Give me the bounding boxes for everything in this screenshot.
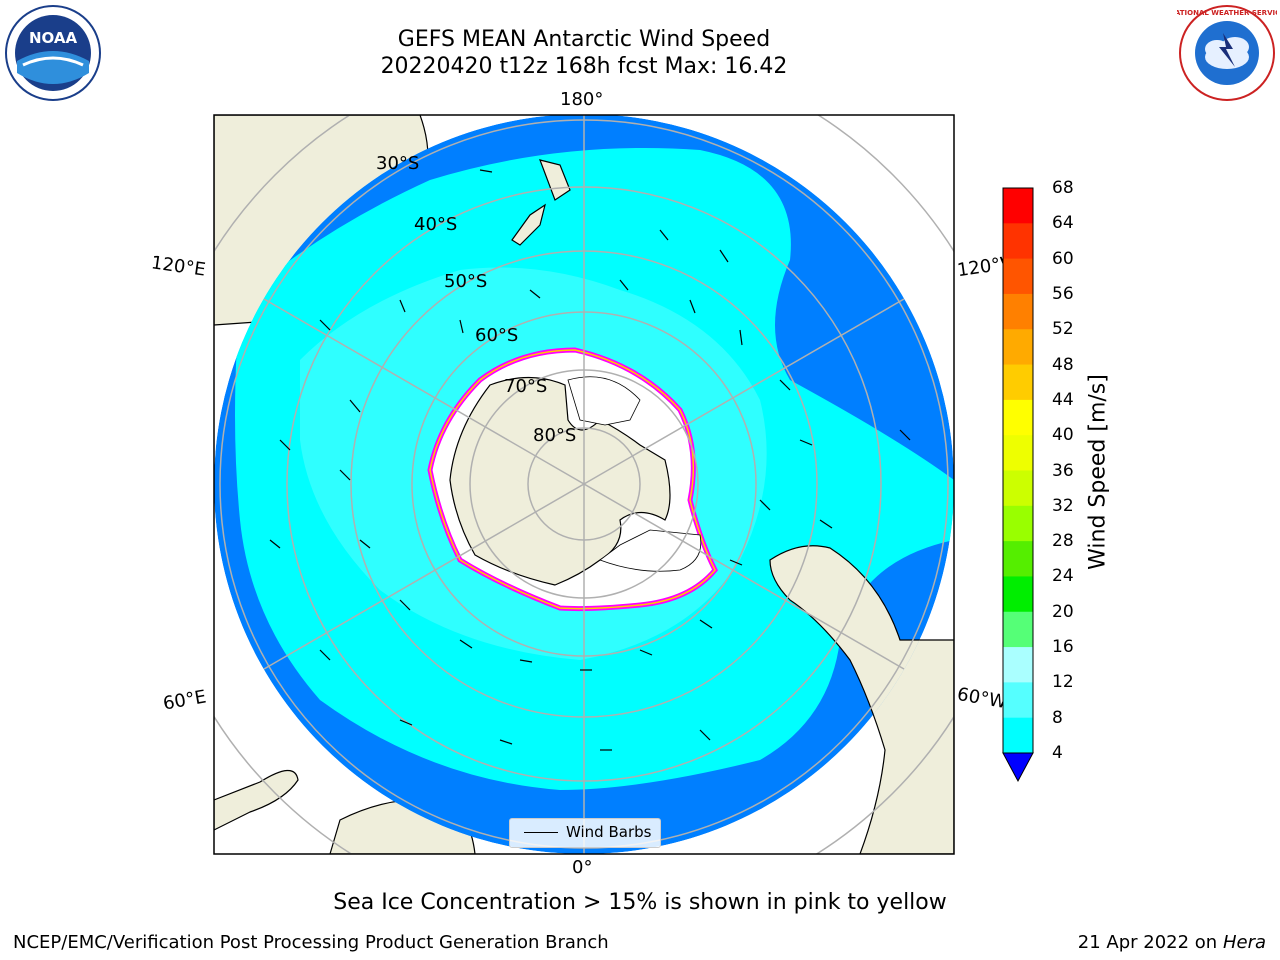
footer-date: 21 Apr 2022 on Hera — [1078, 932, 1266, 953]
colorbar-segment — [1003, 647, 1033, 683]
lat-label-80s: 80°S — [533, 425, 577, 446]
colorbar-segment — [1003, 223, 1033, 260]
colorbar-tick-label: 48 — [1052, 354, 1074, 375]
colorbar-segment — [1003, 435, 1033, 471]
colorbar-tick-label: 68 — [1052, 178, 1074, 198]
colorbar-tick-label: 36 — [1052, 460, 1074, 481]
colorbar-segment — [1003, 717, 1033, 754]
colorbar-tick-label: 8 — [1052, 707, 1063, 728]
lat-label-30s: 30°S — [376, 153, 420, 174]
lat-label-70s: 70°S — [504, 376, 548, 397]
colorbar-tick-label: 24 — [1052, 566, 1074, 587]
colorbar-segment — [1003, 505, 1033, 542]
colorbar-tick-label: 40 — [1052, 425, 1074, 446]
colorbar-tick-label: 52 — [1052, 319, 1074, 340]
ross-ice-shelf — [567, 376, 641, 426]
svg-text:NATIONAL WEATHER SERVICE: NATIONAL WEATHER SERVICE — [1177, 9, 1277, 17]
noaa-logo-icon: NOAA — [5, 5, 101, 101]
sea-ice-caption: Sea Ice Concentration > 15% is shown in … — [333, 890, 947, 915]
africa-land — [214, 769, 299, 831]
chart-title: GEFS MEAN Antarctic Wind Speed — [397, 27, 771, 52]
colorbar-segment — [1003, 399, 1033, 436]
lon-label-180: 180° — [560, 89, 604, 110]
chart-subtitle: 20220420 t12z 168h fcst Max: 16.42 — [380, 54, 788, 79]
footer-host: Hera — [1222, 932, 1266, 953]
colorbar-tick-label: 16 — [1052, 637, 1074, 658]
colorbar-tick-label: 12 — [1052, 672, 1074, 693]
new-zealand-land — [511, 159, 571, 246]
wind-barbs-legend: Wind Barbs — [509, 818, 661, 848]
colorbar-segment — [1003, 541, 1033, 577]
colorbar-segment — [1003, 470, 1033, 507]
colorbar-title: Wind Speed [m/s] — [1085, 374, 1111, 570]
colorbar-tick-label: 20 — [1052, 601, 1074, 622]
colorbar-segment — [1003, 576, 1033, 613]
graticule — [214, 115, 954, 854]
ronne-ice-shelf — [599, 529, 702, 572]
antarctica-land — [449, 376, 671, 586]
lat-label-60s: 60°S — [475, 325, 519, 346]
svg-text:NOAA: NOAA — [29, 29, 78, 47]
colorbar-tick-label: 28 — [1052, 531, 1074, 552]
lon-label-0: 0° — [572, 857, 593, 878]
colorbar-segment — [1003, 188, 1033, 224]
colorbar-tick-label: 32 — [1052, 495, 1074, 516]
colorbar — [1002, 187, 1034, 783]
colorbar-segment — [1003, 329, 1033, 366]
wind-barbs — [269, 169, 911, 751]
lat-label-50s: 50°S — [444, 271, 488, 292]
map-frame — [213, 114, 955, 855]
colorbar-tick-label: 56 — [1052, 283, 1074, 304]
nws-logo-icon: NATIONAL WEATHER SERVICE — [1177, 5, 1277, 101]
footer-branch: NCEP/EMC/Verification Post Processing Pr… — [13, 932, 609, 953]
legend-line-icon — [524, 832, 558, 833]
colorbar-tick-label: 44 — [1052, 389, 1074, 410]
colorbar-segment — [1003, 364, 1033, 401]
colorbar-tick-label: 60 — [1052, 248, 1074, 269]
legend-label: Wind Barbs — [566, 823, 652, 841]
footer-date-text: 21 Apr 2022 on — [1077, 932, 1218, 953]
colorbar-tick-label: 64 — [1052, 213, 1074, 234]
colorbar-tick-label: 4 — [1052, 743, 1063, 763]
lat-label-40s: 40°S — [414, 214, 458, 235]
colorbar-segment — [1003, 611, 1033, 648]
colorbar-segment — [1003, 293, 1033, 330]
colorbar-segment — [1003, 258, 1033, 295]
colorbar-segment — [1003, 682, 1033, 719]
